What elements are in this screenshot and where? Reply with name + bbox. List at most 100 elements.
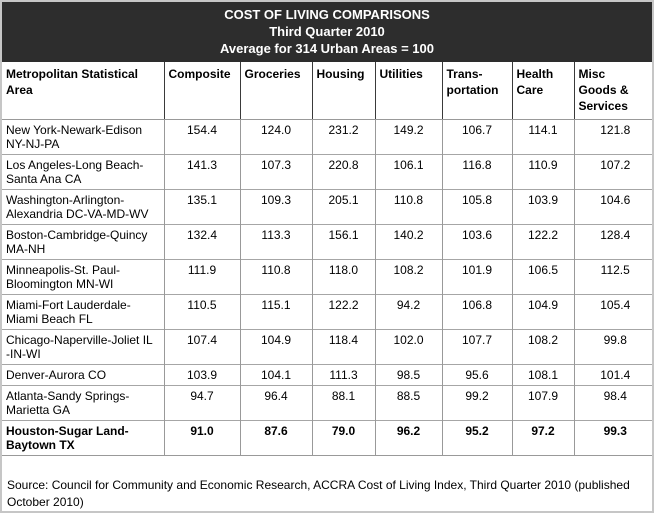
table-row: Houston-Sugar Land- Baytown TX 91.0 87.6 79… <box>2 420 652 455</box>
area-cell: Boston-Cambridge-Quincy MA-NH <box>2 224 164 260</box>
table-row: Chicago-Naperville-Joliet IL -IN-WI 107.4… <box>2 329 652 365</box>
title-line-quarter: Third Quarter 2010 <box>269 24 385 39</box>
value-cell: 109.3 <box>239 189 312 225</box>
value-cell: 116.8 <box>441 154 512 190</box>
title-line-main: COST OF LIVING COMPARISONS <box>224 7 430 22</box>
area-cell: Atlanta-Sandy Springs- Marietta GA <box>2 385 164 421</box>
value-cell: 122.2 <box>511 224 574 260</box>
value-cell: 107.4 <box>163 329 240 365</box>
value-cell: 121.8 <box>573 119 652 155</box>
header-row: Metropolitan Statistical Area Composite Gr… <box>2 62 652 120</box>
value-cell: 141.3 <box>163 154 240 190</box>
value-cell: 105.4 <box>573 294 652 330</box>
value-cell: 103.6 <box>441 224 512 260</box>
table-row: Minneapolis-St. Paul- Bloomington MN-WI 1… <box>2 259 652 295</box>
value-cell: 98.4 <box>573 385 652 421</box>
value-cell: 106.1 <box>374 154 442 190</box>
value-cell: 118.4 <box>311 329 375 365</box>
value-cell: 108.1 <box>511 364 574 386</box>
value-cell: 110.8 <box>374 189 442 225</box>
value-cell: 110.9 <box>511 154 574 190</box>
table-title-band: COST OF LIVING COMPARISONS Third Quarter… <box>2 2 652 62</box>
area-cell: Denver-Aurora CO <box>2 364 164 386</box>
value-cell: 135.1 <box>163 189 240 225</box>
value-cell: 103.9 <box>163 364 240 386</box>
area-cell: Houston-Sugar Land- Baytown TX <box>2 420 164 455</box>
value-cell: 104.9 <box>511 294 574 330</box>
value-cell: 110.5 <box>163 294 240 330</box>
value-cell: 111.9 <box>163 259 240 295</box>
area-cell: Miami-Fort Lauderdale- Miami Beach FL <box>2 294 164 330</box>
value-cell: 96.2 <box>374 420 442 455</box>
value-cell: 91.0 <box>163 420 240 455</box>
table-footnotes: Source: Council for Community and Econom… <box>2 455 652 511</box>
value-cell: 101.9 <box>441 259 512 295</box>
value-cell: 107.2 <box>573 154 652 190</box>
value-cell: 88.5 <box>374 385 442 421</box>
value-cell: 140.2 <box>374 224 442 260</box>
value-cell: 102.0 <box>374 329 442 365</box>
value-cell: 87.6 <box>239 420 312 455</box>
value-cell: 128.4 <box>573 224 652 260</box>
table-row: Denver-Aurora CO 103.9 104.1 111.3 98.5 95.6 1… <box>2 364 652 386</box>
value-cell: 114.1 <box>511 119 574 155</box>
value-cell: 98.5 <box>374 364 442 386</box>
column-header-4: Utilities <box>374 62 442 120</box>
area-cell: New York-Newark-Edison NY-NJ-PA <box>6 123 143 151</box>
table-row: New York-Newark-Edison NY-NJ-PA 154.4 124.… <box>2 119 652 155</box>
value-cell: 156.1 <box>311 224 375 260</box>
value-cell: 94.2 <box>374 294 442 330</box>
value-cell: 110.8 <box>239 259 312 295</box>
table-row: Boston-Cambridge-Quincy MA-NH 132.4 113.3 1… <box>2 224 652 260</box>
table-row: Miami-Fort Lauderdale- Miami Beach FL 110… <box>2 294 652 330</box>
area-cell: Washington-Arlington- Alexandria DC-VA-M… <box>2 189 164 225</box>
table-row: Atlanta-Sandy Springs- Marietta GA 94.7 96… <box>2 385 652 421</box>
value-cell: 94.7 <box>163 385 240 421</box>
value-cell: 132.4 <box>163 224 240 260</box>
value-cell: 97.2 <box>511 420 574 455</box>
value-cell: 104.9 <box>239 329 312 365</box>
value-cell: 104.1 <box>239 364 312 386</box>
area-cell: Minneapolis-St. Paul- Bloomington MN-WI <box>2 259 164 295</box>
value-cell: 103.9 <box>511 189 574 225</box>
value-cell: 231.2 <box>311 119 375 155</box>
value-cell: 149.2 <box>374 119 442 155</box>
value-cell: 111.3 <box>311 364 375 386</box>
value-cell: 154.4 <box>163 119 240 155</box>
area-cell: Chicago-Naperville-Joliet IL -IN-WI <box>2 329 164 365</box>
value-cell: 95.6 <box>441 364 512 386</box>
value-cell: 108.2 <box>511 329 574 365</box>
title-line-average: Average for 314 Urban Areas = 100 <box>219 41 434 56</box>
value-cell: 118.0 <box>311 259 375 295</box>
value-cell: 99.2 <box>441 385 512 421</box>
value-cell: 99.8 <box>573 329 652 365</box>
value-cell: 107.3 <box>239 154 312 190</box>
value-cell: 99.3 <box>573 420 652 455</box>
value-cell: 105.8 <box>441 189 512 225</box>
value-cell: 122.2 <box>311 294 375 330</box>
value-cell: 106.5 <box>511 259 574 295</box>
value-cell: 104.6 <box>573 189 652 225</box>
column-header-5: Trans- portation <box>441 62 512 120</box>
table-row: Washington-Arlington- Alexandria DC-VA-M… <box>2 189 652 225</box>
area-cell: Los Angeles-Long Beach- Santa Ana CA <box>2 154 164 190</box>
value-cell: 96.4 <box>239 385 312 421</box>
column-header-3: Housing <box>311 62 375 120</box>
value-cell: 106.8 <box>441 294 512 330</box>
value-cell: 113.3 <box>239 224 312 260</box>
table-row: Los Angeles-Long Beach- Santa Ana CA 141.… <box>2 154 652 190</box>
value-cell: 107.9 <box>511 385 574 421</box>
column-header-0: Metropolitan Statistical Area <box>2 62 164 120</box>
value-cell: 79.0 <box>311 420 375 455</box>
value-cell: 101.4 <box>573 364 652 386</box>
value-cell: 95.2 <box>441 420 512 455</box>
value-cell: 106.7 <box>441 119 512 155</box>
value-cell: 115.1 <box>239 294 312 330</box>
value-cell: 220.8 <box>311 154 375 190</box>
value-cell: 107.7 <box>441 329 512 365</box>
value-cell: 88.1 <box>311 385 375 421</box>
column-header-2: Groceries <box>239 62 312 120</box>
value-cell: 124.0 <box>239 119 312 155</box>
column-header-1: Composite <box>163 62 240 120</box>
